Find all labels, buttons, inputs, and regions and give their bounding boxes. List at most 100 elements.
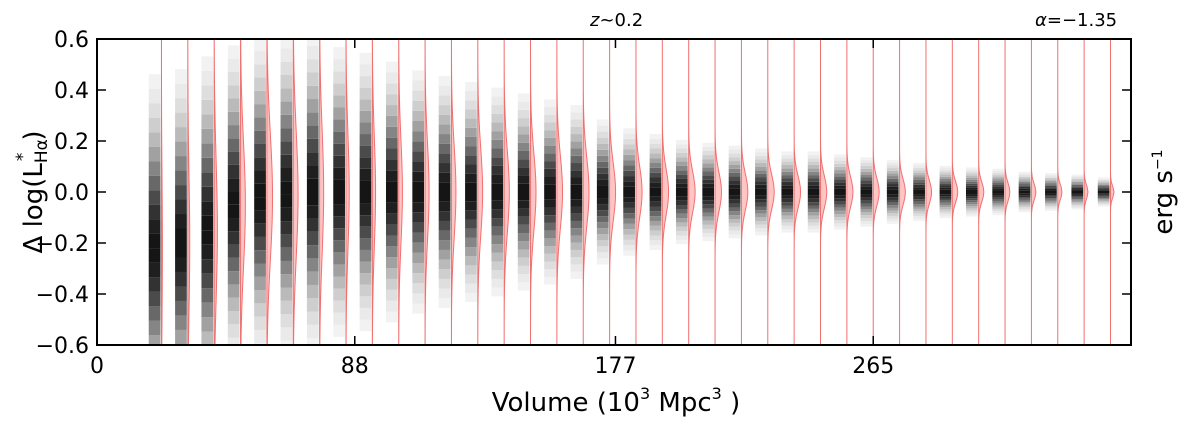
density-bin-12-18 bbox=[465, 127, 477, 137]
violin-6 bbox=[319, 39, 325, 345]
density-bin-21-16 bbox=[702, 171, 715, 176]
density-bin-30-17 bbox=[939, 178, 952, 182]
density-bin-18-15 bbox=[623, 170, 635, 177]
density-bin-15-21 bbox=[544, 114, 556, 123]
density-bin-28-19 bbox=[886, 170, 899, 174]
density-bin-9-13 bbox=[385, 170, 398, 182]
density-bin-11-7 bbox=[438, 230, 451, 241]
density-bin-7-14 bbox=[333, 155, 345, 168]
density-bin-31-10 bbox=[965, 194, 978, 197]
density-bin-29-8 bbox=[913, 199, 925, 202]
density-bin-8-2 bbox=[359, 296, 372, 308]
density-bin-8-16 bbox=[359, 134, 372, 146]
x-axis-title-sup1: 3 bbox=[640, 384, 650, 403]
density-bin-30-9 bbox=[939, 196, 952, 199]
density-bin-29-18 bbox=[913, 175, 925, 178]
density-bin-21-5 bbox=[702, 216, 715, 221]
density-bin-22-17 bbox=[728, 168, 741, 173]
density-bin-27-21 bbox=[860, 163, 873, 166]
density-bin-4-19 bbox=[254, 90, 266, 105]
density-bin-16-7 bbox=[570, 220, 583, 229]
density-bin-1-14 bbox=[175, 199, 187, 215]
density-bin-26-13 bbox=[834, 185, 846, 189]
density-bin-21-1 bbox=[702, 233, 715, 238]
density-bin-16-22 bbox=[570, 112, 583, 120]
density-bin-19-1 bbox=[649, 240, 662, 246]
density-bin-9-19 bbox=[385, 105, 398, 116]
density-bin-5-11 bbox=[280, 194, 293, 208]
density-bin-15-18 bbox=[544, 137, 556, 146]
density-bin-31-7 bbox=[965, 200, 978, 203]
density-bin-11-15 bbox=[438, 153, 451, 164]
density-bin-33-19 bbox=[1018, 178, 1031, 181]
density-bin-33-7 bbox=[1018, 198, 1031, 201]
density-bin-19-8 bbox=[649, 206, 662, 212]
density-bin-25-3 bbox=[807, 219, 820, 223]
density-bin-6-20 bbox=[306, 72, 319, 86]
density-bin-20-23 bbox=[675, 139, 688, 145]
density-bin-15-9 bbox=[544, 207, 556, 216]
density-bin-24-1 bbox=[781, 225, 794, 230]
density-bin-26-4 bbox=[834, 213, 846, 218]
density-bin-7-7 bbox=[333, 240, 345, 253]
density-bin-23-11 bbox=[755, 192, 767, 196]
density-bin-10-17 bbox=[412, 131, 425, 142]
density-bin-30-19 bbox=[939, 174, 952, 177]
density-bin-16-20 bbox=[570, 126, 583, 135]
density-bin-9-14 bbox=[385, 159, 398, 171]
density-bin-13-10 bbox=[491, 200, 504, 210]
violin-25 bbox=[820, 39, 828, 345]
density-bin-10-10 bbox=[412, 202, 425, 213]
density-bin-5-3 bbox=[280, 300, 293, 315]
density-bin-29-7 bbox=[913, 201, 925, 205]
density-bin-21-21 bbox=[702, 150, 715, 156]
density-bin-15-0 bbox=[544, 277, 556, 285]
density-bin-14-19 bbox=[517, 126, 530, 135]
density-bin-8-5 bbox=[359, 261, 372, 274]
density-bin-24-17 bbox=[781, 171, 794, 176]
density-bin-33-21 bbox=[1018, 175, 1031, 177]
density-bin-3-22 bbox=[227, 58, 240, 72]
density-bin-24-3 bbox=[781, 219, 794, 223]
density-bin-3-21 bbox=[227, 71, 240, 86]
density-bin-6-1 bbox=[306, 324, 319, 339]
density-bin-36-17 bbox=[1097, 184, 1110, 186]
density-bin-5-1 bbox=[280, 327, 293, 341]
density-bin-5-10 bbox=[280, 207, 293, 222]
density-bin-33-13 bbox=[1018, 188, 1031, 191]
density-bin-5-23 bbox=[280, 39, 293, 49]
density-bin-23-9 bbox=[755, 199, 767, 203]
density-bin-23-15 bbox=[755, 177, 767, 182]
violin-8 bbox=[371, 39, 377, 345]
density-bin-16-4 bbox=[570, 242, 583, 250]
density-bin-31-21 bbox=[965, 171, 978, 174]
density-bin-20-14 bbox=[675, 178, 688, 184]
x-tick-label-0: 0 bbox=[90, 354, 104, 379]
density-bin-9-20 bbox=[385, 94, 398, 106]
density-bin-30-2 bbox=[939, 211, 952, 214]
density-bin-31-0 bbox=[965, 214, 978, 217]
violin-10 bbox=[424, 39, 430, 345]
density-bin-24-6 bbox=[781, 208, 794, 213]
density-bin-27-8 bbox=[860, 200, 873, 204]
density-bin-34-1 bbox=[1045, 207, 1057, 210]
density-bin-19-19 bbox=[649, 153, 662, 159]
density-bin-27-2 bbox=[860, 218, 873, 221]
density-bin-23-2 bbox=[755, 224, 767, 229]
density-bin-36-10 bbox=[1097, 193, 1110, 195]
alpha-value: =−1.35 bbox=[1047, 10, 1117, 31]
density-bin-0-13 bbox=[148, 219, 161, 234]
density-bin-11-13 bbox=[438, 172, 451, 183]
density-bin-23-16 bbox=[755, 173, 767, 178]
density-bin-1-7 bbox=[175, 300, 187, 316]
density-bin-15-19 bbox=[544, 130, 556, 138]
density-bin-14-21 bbox=[517, 109, 530, 119]
density-bin-18-2 bbox=[623, 239, 635, 246]
density-bin-25-22 bbox=[807, 154, 820, 159]
density-bin-3-2 bbox=[227, 324, 240, 338]
density-bin-36-0 bbox=[1097, 205, 1110, 207]
density-bin-10-0 bbox=[412, 303, 425, 314]
density-bin-33-12 bbox=[1018, 190, 1031, 192]
density-bin-10-11 bbox=[412, 192, 425, 203]
density-bin-28-2 bbox=[886, 215, 899, 219]
